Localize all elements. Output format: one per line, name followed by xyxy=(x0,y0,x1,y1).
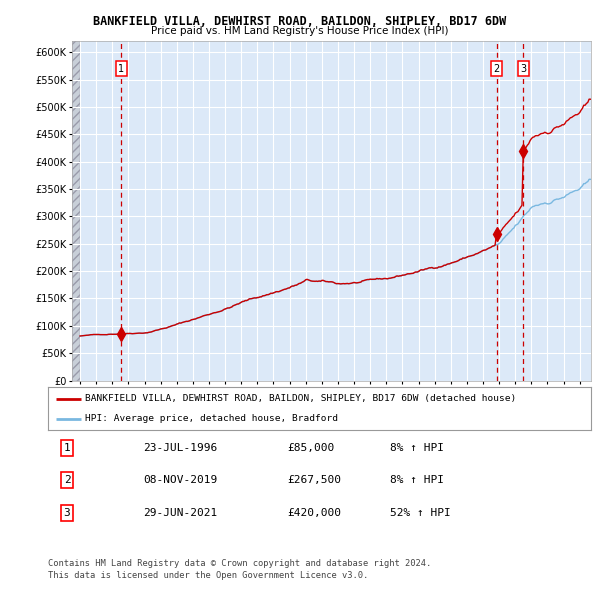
Text: 08-NOV-2019: 08-NOV-2019 xyxy=(143,476,217,485)
Text: 1: 1 xyxy=(64,443,70,453)
Text: 8% ↑ HPI: 8% ↑ HPI xyxy=(390,476,444,485)
Text: 23-JUL-1996: 23-JUL-1996 xyxy=(143,443,217,453)
Text: 2: 2 xyxy=(494,64,500,74)
Text: BANKFIELD VILLA, DEWHIRST ROAD, BAILDON, SHIPLEY, BD17 6DW (detached house): BANKFIELD VILLA, DEWHIRST ROAD, BAILDON,… xyxy=(85,394,516,403)
Text: HPI: Average price, detached house, Bradford: HPI: Average price, detached house, Brad… xyxy=(85,414,338,424)
Text: Contains HM Land Registry data © Crown copyright and database right 2024.: Contains HM Land Registry data © Crown c… xyxy=(48,559,431,568)
Text: £267,500: £267,500 xyxy=(287,476,341,485)
Text: BANKFIELD VILLA, DEWHIRST ROAD, BAILDON, SHIPLEY, BD17 6DW: BANKFIELD VILLA, DEWHIRST ROAD, BAILDON,… xyxy=(94,15,506,28)
Text: 8% ↑ HPI: 8% ↑ HPI xyxy=(390,443,444,453)
Text: 29-JUN-2021: 29-JUN-2021 xyxy=(143,508,217,517)
Text: £420,000: £420,000 xyxy=(287,508,341,517)
Polygon shape xyxy=(72,41,80,381)
Text: 52% ↑ HPI: 52% ↑ HPI xyxy=(390,508,451,517)
Text: This data is licensed under the Open Government Licence v3.0.: This data is licensed under the Open Gov… xyxy=(48,571,368,579)
Text: 1: 1 xyxy=(118,64,124,74)
Text: 3: 3 xyxy=(64,508,70,517)
Text: £85,000: £85,000 xyxy=(287,443,334,453)
Text: 3: 3 xyxy=(520,64,526,74)
Text: 2: 2 xyxy=(64,476,70,485)
Text: Price paid vs. HM Land Registry's House Price Index (HPI): Price paid vs. HM Land Registry's House … xyxy=(151,26,449,36)
